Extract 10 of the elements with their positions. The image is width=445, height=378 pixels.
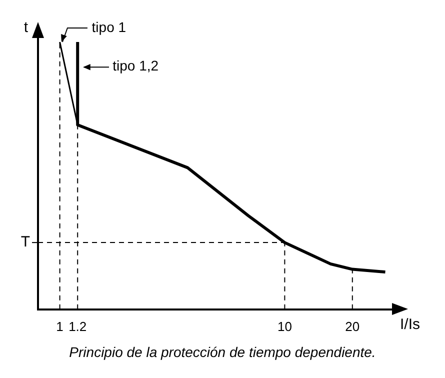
legend-label: tipo 1 (92, 18, 126, 35)
x-tick-label: 1.2 (68, 318, 87, 334)
x-tick-label: 1 (56, 318, 64, 334)
text: Principio de la protección de tiempo dependiente. (68, 344, 377, 360)
ref-line-label: T (20, 234, 30, 251)
x-tick-label: 10 (277, 318, 292, 334)
y-axis-title: t (24, 19, 29, 36)
legend-label: tipo 1,2 (112, 58, 159, 74)
x-tick-label: 20 (345, 318, 360, 334)
x-axis-title: I/Is (400, 316, 420, 334)
